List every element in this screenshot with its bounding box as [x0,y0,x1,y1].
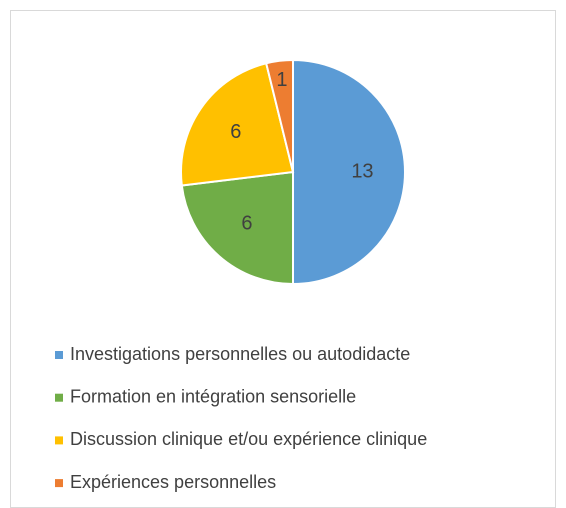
legend-swatch [55,479,63,488]
data-label: 1 [276,69,287,91]
pie-slice [180,62,295,187]
pie-slice [264,58,294,173]
data-label: 13 [351,160,373,182]
pie-slice [180,170,294,286]
legend-label: Formation en intégration sensorielle [70,386,356,406]
data-label: 6 [230,121,241,143]
legend-swatch [55,351,63,359]
legend-swatch [55,393,63,402]
legend-swatch [55,436,63,445]
legend-label: Expériences personnelles [70,472,276,492]
legend-label: Discussion clinique et/ou expérience cli… [70,429,427,449]
pie-slice [292,58,406,286]
legend-label: Investigations personnelles ou autodidac… [70,344,410,364]
data-label: 6 [241,212,252,234]
